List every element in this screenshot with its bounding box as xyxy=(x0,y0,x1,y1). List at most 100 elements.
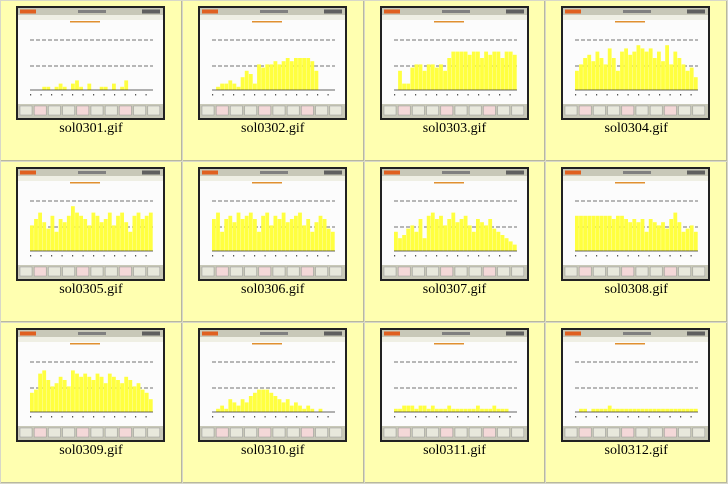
thumbnail-tick xyxy=(222,255,224,257)
thumbnail-bar xyxy=(463,51,467,90)
thumbnail-status-button xyxy=(229,427,243,438)
thumbnail-tick xyxy=(285,255,287,257)
thumbnail-logo xyxy=(20,170,36,175)
gallery-cell: sol0307.gif xyxy=(364,162,546,322)
gallery-cell: sol0301.gif xyxy=(1,1,182,161)
thumbnail-bar xyxy=(95,373,100,412)
thumbnail-status-button xyxy=(272,105,285,116)
thumbnail-tick xyxy=(617,255,619,257)
thumbnail-bar xyxy=(595,408,600,412)
thumbnail-subbar xyxy=(18,15,163,20)
thumbnail-tick xyxy=(446,94,448,96)
thumbnail-subbar xyxy=(199,15,345,20)
thumbnail-link[interactable] xyxy=(16,6,165,120)
thumbnail-subbar xyxy=(18,176,163,181)
thumbnail-bar xyxy=(500,408,504,412)
thumbnail-bar xyxy=(120,383,124,412)
thumbnail-bar xyxy=(240,219,245,251)
thumbnail-tick xyxy=(488,94,490,96)
thumbnail-caption: sol0312.gif xyxy=(604,443,668,458)
thumbnail-caption: sol0304.gif xyxy=(604,121,668,136)
thumbnail-status-button xyxy=(19,427,33,438)
thumbnail-tick xyxy=(51,416,53,418)
thumbnail-bar xyxy=(281,402,286,412)
thumbnail-bar xyxy=(665,228,670,251)
thumbnail-link[interactable] xyxy=(16,328,165,442)
thumbnail-tick xyxy=(638,416,640,418)
thumbnail-bar xyxy=(471,231,476,251)
thumbnail-status-button xyxy=(48,427,61,438)
thumbnail-link[interactable] xyxy=(197,6,347,120)
thumbnail-status-button xyxy=(76,427,90,438)
thumbnail-link[interactable] xyxy=(379,167,529,281)
thumbnail-status-button xyxy=(664,105,677,116)
thumbnail-status-button xyxy=(425,266,439,277)
thumbnail-bar xyxy=(636,45,641,90)
thumbnail-tick xyxy=(575,94,577,96)
thumbnail-tick xyxy=(232,255,234,257)
thumbnail-bar xyxy=(215,212,220,251)
thumbnail-image xyxy=(381,330,527,440)
thumbnail-bar xyxy=(236,86,241,90)
thumbnail-status-button xyxy=(244,427,257,438)
thumbnail-tick xyxy=(435,255,437,257)
thumbnail-bar xyxy=(289,61,294,90)
thumbnail-bar xyxy=(438,215,443,251)
thumbnail-image xyxy=(563,8,709,118)
thumbnail-status-button xyxy=(636,266,649,277)
thumbnail-bar xyxy=(595,215,600,251)
thumbnail-status-button xyxy=(215,266,229,277)
thumbnail-tick xyxy=(93,255,95,257)
thumbnail-tick xyxy=(82,94,84,96)
thumbnail-bar xyxy=(224,219,228,251)
thumbnail-bar xyxy=(471,51,476,90)
thumbnail-bar xyxy=(71,83,75,90)
thumbnail-link[interactable] xyxy=(561,328,711,442)
thumbnail-accent-line xyxy=(251,343,282,345)
thumbnail-bar xyxy=(665,408,670,412)
thumbnail-status-button xyxy=(229,266,243,277)
thumbnail-link[interactable] xyxy=(379,6,529,120)
thumbnail-bar xyxy=(612,408,616,412)
thumbnail-bar xyxy=(616,70,621,90)
thumbnail-bar xyxy=(248,396,253,412)
thumbnail-bar xyxy=(228,215,232,251)
thumbnail-status-button xyxy=(607,266,621,277)
thumbnail-status-button xyxy=(440,266,453,277)
thumbnail-tick xyxy=(404,416,406,418)
thumbnail-bar xyxy=(112,83,116,90)
thumbnail-bar xyxy=(306,219,310,251)
thumbnail-link[interactable] xyxy=(379,328,529,442)
thumbnail-tick xyxy=(295,255,297,257)
thumbnail-link[interactable] xyxy=(561,6,711,120)
thumbnail-image xyxy=(381,8,527,118)
thumbnail-status-button xyxy=(104,266,118,277)
thumbnail-bar xyxy=(591,215,596,251)
thumbnail-bar xyxy=(301,58,306,90)
thumbnail-status-button xyxy=(454,427,467,438)
thumbnail-tick xyxy=(295,416,297,418)
thumbnail-status-button xyxy=(119,105,132,116)
thumbnail-bar xyxy=(54,231,59,251)
thumbnail-link[interactable] xyxy=(197,328,347,442)
thumbnail-bar xyxy=(640,408,645,412)
thumbnail-link[interactable] xyxy=(16,167,165,281)
thumbnail-date-mark xyxy=(687,9,706,14)
thumbnail-bar xyxy=(401,405,406,412)
thumbnail-tick xyxy=(585,416,587,418)
thumbnail-bar xyxy=(293,402,298,412)
thumbnail-tick xyxy=(316,416,318,418)
thumbnail-link[interactable] xyxy=(197,167,347,281)
thumbnail-tick xyxy=(135,94,137,96)
thumbnail-tick xyxy=(425,94,427,96)
thumbnail-accent-line xyxy=(615,343,646,345)
thumbnail-bar xyxy=(620,408,625,412)
thumbnail-status-button xyxy=(33,266,47,277)
thumbnail-link[interactable] xyxy=(561,167,711,281)
thumbnail-bar xyxy=(273,61,278,90)
thumbnail-tick xyxy=(606,416,608,418)
thumbnail-bar xyxy=(414,408,418,412)
thumbnail-bar xyxy=(79,376,83,412)
thumbnail-bar xyxy=(575,215,580,251)
thumbnail-bar xyxy=(103,219,108,251)
